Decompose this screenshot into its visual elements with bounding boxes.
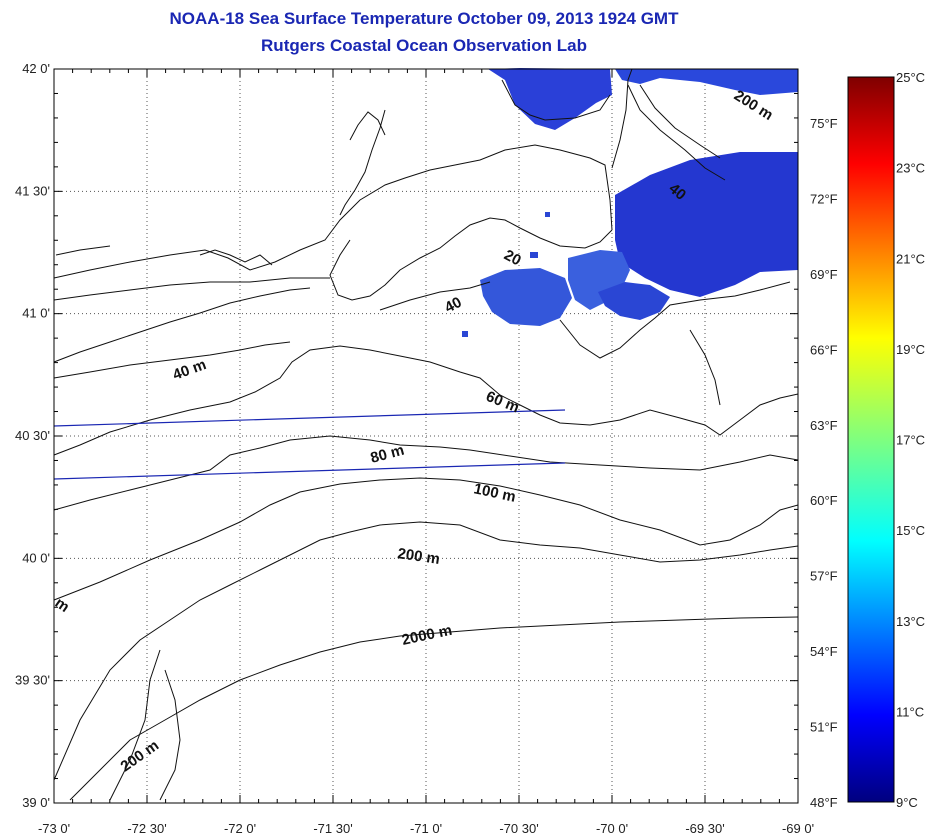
map-subtitle: Rutgers Coastal Ocean Observation Lab <box>261 36 587 55</box>
lat-tick-label: 42 0' <box>22 61 50 76</box>
colorbar-fahrenheit-label: 63°F <box>810 418 838 433</box>
lon-tick-label: -69 30' <box>685 821 724 836</box>
sst-patch-northeast <box>615 69 798 95</box>
lat-tick-label: 39 0' <box>22 795 50 810</box>
sst-patch-shoals <box>480 268 572 326</box>
sst-speck <box>462 331 468 337</box>
colorbar-fahrenheit-label: 51°F <box>810 720 838 735</box>
colorbar-celsius-label: 21°C <box>896 251 925 266</box>
contour-label: 20 <box>501 247 524 270</box>
axis-ticks: -73 0' -72 30' -72 0' -71 30' -71 0' -70 30' -… <box>15 61 814 836</box>
colorbar-celsius-label: 23°C <box>896 161 925 176</box>
contour-label: 40 <box>442 294 465 317</box>
sst-patch-north <box>488 68 612 130</box>
map-frame <box>53 68 799 804</box>
contour-label: m <box>52 594 73 616</box>
colorbar-fahrenheit-label: 72°F <box>810 191 838 206</box>
colorbar-fahrenheit-label: 54°F <box>810 644 838 659</box>
colorbar-fahrenheit-label: 57°F <box>810 569 838 584</box>
contour-label: 40 m <box>171 356 209 384</box>
contour-label: 200 m <box>118 737 163 775</box>
sst-patch-islands <box>598 282 670 320</box>
lon-tick-label: -69 0' <box>782 821 814 836</box>
sst-speck <box>530 252 538 258</box>
lon-tick-label: -72 0' <box>224 821 256 836</box>
lat-tick-label: 41 0' <box>22 306 50 321</box>
lat-tick-label: 40 0' <box>22 550 50 565</box>
colorbar-celsius-label: 9°C <box>896 795 918 810</box>
lat-tick-label: 41 30' <box>15 183 50 198</box>
colorbar-celsius-label: 13°C <box>896 614 925 629</box>
colorbar-fahrenheit-label: 75°F <box>810 116 838 131</box>
colorbar-celsius-label: 17°C <box>896 433 925 448</box>
lat-tick-label: 39 30' <box>15 673 50 688</box>
lon-tick-label: -72 30' <box>127 821 166 836</box>
bathymetry-contours <box>53 84 799 801</box>
colorbar-fahrenheit-label: 48°F <box>810 795 838 810</box>
lon-tick-label: -70 30' <box>499 821 538 836</box>
sst-patch-east <box>615 152 798 297</box>
map-title: NOAA-18 Sea Surface Temperature October … <box>169 9 679 28</box>
transect-lines <box>53 409 566 480</box>
sst-patches <box>462 68 798 337</box>
colorbar-fahrenheit-label: 69°F <box>810 267 838 282</box>
colorbar-fahrenheit-label: 60°F <box>810 493 838 508</box>
coastline <box>53 68 791 363</box>
colorbar <box>847 76 895 803</box>
sst-speck <box>545 212 550 217</box>
contour-label: 200 m <box>396 545 440 568</box>
colorbar-celsius-label: 25°C <box>896 70 925 85</box>
colorbar-labels: 25°C 23°C 21°C 19°C 17°C 15°C 13°C 11°C 9°C 75°F 7… <box>810 70 925 810</box>
contour-label: 80 m <box>369 442 406 467</box>
colorbar-celsius-label: 11°C <box>896 704 924 719</box>
lon-tick-label: -70 0' <box>596 821 628 836</box>
lat-tick-label: 40 30' <box>15 428 50 443</box>
lon-tick-label: -71 30' <box>313 821 352 836</box>
colorbar-celsius-label: 15°C <box>896 523 925 538</box>
lon-tick-label: -73 0' <box>38 821 70 836</box>
contour-label: 100 m <box>472 480 517 505</box>
contour-label: 2000 m <box>400 622 453 649</box>
colorbar-fahrenheit-label: 66°F <box>810 342 838 357</box>
lon-tick-label: -71 0' <box>410 821 442 836</box>
colorbar-celsius-label: 19°C <box>896 342 925 357</box>
